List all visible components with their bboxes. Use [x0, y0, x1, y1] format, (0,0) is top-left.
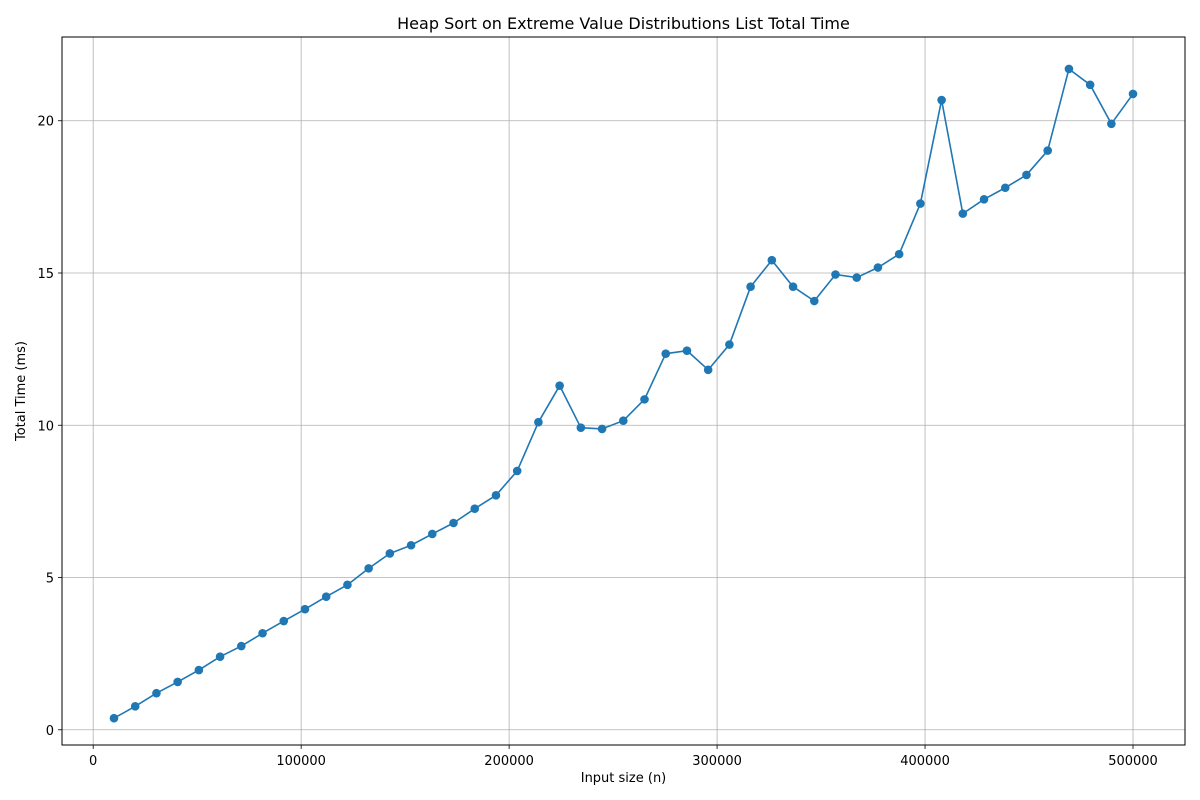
- data-point: [661, 349, 671, 359]
- data-point: [512, 466, 522, 476]
- data-point: [491, 491, 501, 500]
- data-point: [428, 529, 437, 539]
- y-tick-label: 15: [37, 267, 54, 282]
- data-point: [1000, 183, 1010, 193]
- data-point: [1064, 64, 1074, 74]
- data-point: [215, 652, 225, 661]
- data-point: [682, 346, 692, 355]
- data-point: [894, 249, 904, 259]
- data-point: [406, 540, 416, 550]
- data-point: [788, 282, 798, 292]
- data-point: [852, 273, 862, 282]
- data-point: [321, 592, 331, 601]
- data-point: [618, 416, 628, 425]
- data-point: [534, 417, 543, 427]
- data-point: [385, 549, 395, 558]
- data-point: [916, 199, 925, 208]
- y-tick-label: 5: [46, 572, 54, 587]
- data-point: [703, 365, 713, 375]
- data-point: [576, 423, 586, 432]
- data-point: [1043, 146, 1052, 155]
- data-point: [809, 296, 819, 306]
- axis-ticks: 0 100000 200000 300000 400000 500000 0 5 10 15 20: [37, 115, 1157, 769]
- data-series: [109, 64, 1138, 723]
- grid-lines: [62, 37, 1185, 745]
- data-point: [1085, 80, 1095, 90]
- data-point: [640, 395, 649, 404]
- chart-title: Heap Sort on Extreme Value Distributions…: [397, 14, 850, 33]
- data-point: [958, 209, 968, 218]
- data-point: [937, 95, 946, 105]
- data-point: [597, 424, 607, 434]
- data-point: [470, 504, 480, 513]
- data-point: [1107, 119, 1116, 129]
- y-tick-label: 10: [37, 419, 54, 434]
- data-point: [555, 381, 564, 390]
- data-point: [364, 564, 373, 573]
- x-tick-label: 200000: [484, 754, 534, 769]
- data-point: [979, 195, 989, 204]
- data-point: [237, 641, 246, 651]
- data-point: [300, 604, 310, 614]
- data-point: [130, 702, 140, 711]
- data-point: [746, 282, 755, 292]
- y-tick-label: 0: [46, 724, 54, 739]
- y-tick-label: 20: [37, 115, 54, 130]
- data-point: [1128, 89, 1138, 99]
- x-tick-label: 100000: [276, 754, 326, 769]
- x-tick-label: 300000: [692, 754, 742, 769]
- data-point: [258, 628, 267, 638]
- y-axis-label: Total Time (ms): [14, 341, 29, 442]
- data-point: [831, 270, 840, 279]
- data-point: [343, 580, 352, 590]
- x-tick-label: 400000: [900, 754, 950, 769]
- data-point: [173, 677, 182, 687]
- data-point: [725, 340, 734, 349]
- data-point: [873, 263, 883, 272]
- x-tick-label: 0: [89, 754, 97, 769]
- data-point: [449, 518, 458, 528]
- data-point: [767, 255, 777, 265]
- data-point: [279, 616, 289, 626]
- data-point: [194, 665, 204, 675]
- x-axis-label: Input size (n): [581, 771, 667, 786]
- data-point: [152, 688, 161, 698]
- x-tick-label: 500000: [1108, 754, 1158, 769]
- data-point: [1022, 170, 1031, 180]
- plot-area-frame: [61, 36, 1186, 746]
- data-point: [109, 713, 119, 723]
